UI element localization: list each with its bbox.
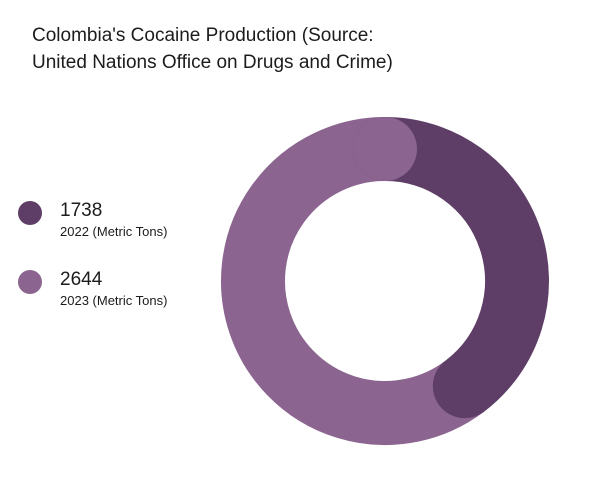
donut-slices: [221, 117, 549, 445]
chart-legend: 1738 2022 (Metric Tons) 2644 2023 (Metri…: [18, 198, 188, 336]
donut-slice-2023-cap: [353, 117, 417, 181]
donut-slice-2022: [353, 117, 549, 419]
chart-title: Colombia's Cocaine Production (Source: U…: [32, 25, 393, 73]
legend-value-2023: 2644: [60, 269, 103, 290]
legend-value-2022: 1738: [60, 200, 103, 221]
legend-item-2023: 2644 2023 (Metric Tons): [18, 267, 188, 308]
legend-label-2023: 2023 (Metric Tons): [60, 293, 168, 308]
legend-item-2022: 1738 2022 (Metric Tons): [18, 198, 188, 239]
legend-label-2022: 2022 (Metric Tons): [60, 224, 168, 239]
donut-chart: [221, 117, 549, 445]
legend-swatch-2023: [18, 270, 42, 294]
legend-swatch-2022: [18, 201, 42, 225]
donut-slice-2023: [221, 117, 485, 445]
